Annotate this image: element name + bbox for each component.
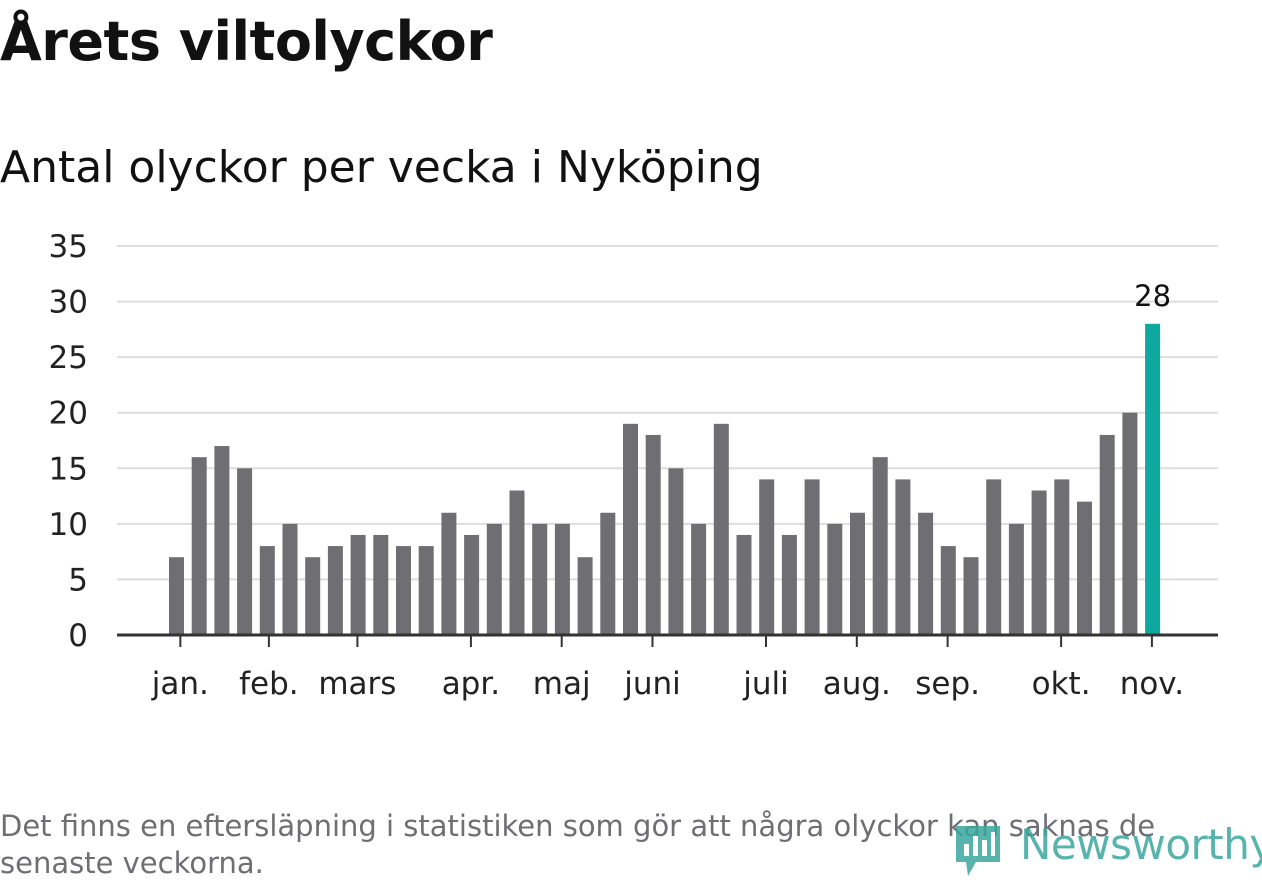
x-tick-label: mars [318,666,396,702]
grid-lines [117,245,1218,581]
bar [963,557,979,635]
bar [1077,501,1092,635]
bar [1008,523,1024,635]
x-tick-label: okt. [1032,666,1091,702]
bar [1122,412,1138,635]
bar [1031,490,1047,635]
bar [327,546,343,635]
bar [486,523,502,635]
x-tick-label: aug. [823,666,891,702]
bar [532,523,548,635]
bar [350,534,366,635]
bar [691,523,707,635]
y-tick-label: 15 [49,451,88,487]
chart-title: Årets viltolyckor [0,10,493,73]
bar [759,479,775,635]
bar [1099,434,1115,635]
bar [214,446,230,635]
bar [509,490,525,635]
bar-highlight [1145,323,1161,635]
bar [396,546,411,635]
bar [305,557,321,635]
x-tick-label: juni [623,666,681,702]
y-tick-label: 25 [49,340,88,376]
y-tick-label: 10 [49,507,88,543]
bar [713,423,729,635]
x-tick-label: sep. [915,666,980,702]
bar-chart: 0 5 10 15 20 25 30 35 jan. feb. mars apr. maj juni ju… [49,229,1218,702]
bar [169,557,184,635]
y-tick-label: 5 [68,562,88,598]
bar [237,468,253,635]
x-tick-label: maj [533,666,591,702]
bar [577,557,593,635]
bar [918,512,934,635]
bar [418,546,434,635]
x-tick-label: apr. [442,666,500,702]
data-label: 28 [1134,279,1171,313]
bar [373,534,389,635]
bar [827,523,843,635]
x-axis: jan. feb. mars apr. maj juni juli aug. sep. okt. n… [117,633,1218,702]
bar [441,512,457,635]
bar [600,512,616,635]
bar [554,523,570,635]
chart-subtitle: Antal olyckor per vecka i Nyköping [0,142,763,193]
bar [282,523,298,635]
newsworthy-logo-text: Newsworthy [1020,820,1262,869]
y-tick-label: 30 [49,285,88,321]
bar [623,423,638,635]
bar [259,546,275,635]
bar [781,534,797,635]
y-tick-labels: 0 5 10 15 20 25 30 35 [49,229,88,654]
x-tick-label: juli [742,666,789,702]
bar [872,457,888,635]
bar [850,512,865,635]
bars [169,323,1161,635]
newsworthy-logo[interactable]: Newsworthy [950,820,1262,880]
bar [668,468,684,635]
newsworthy-logo-icon [956,826,1000,876]
bar [191,457,207,635]
x-tick-label: feb. [239,666,299,702]
bar [645,434,661,635]
x-tick-label: nov. [1120,666,1184,702]
y-tick-label: 35 [49,229,88,265]
bar [895,479,911,635]
x-tick-label: jan. [151,666,209,702]
bar [736,534,752,635]
bar [1054,479,1070,635]
y-tick-label: 20 [49,396,88,432]
bar [804,479,820,635]
bar [940,546,956,635]
bar [464,534,480,635]
data-labels: 28 [1134,279,1171,313]
y-tick-label: 0 [68,618,88,654]
bar [986,479,1002,635]
